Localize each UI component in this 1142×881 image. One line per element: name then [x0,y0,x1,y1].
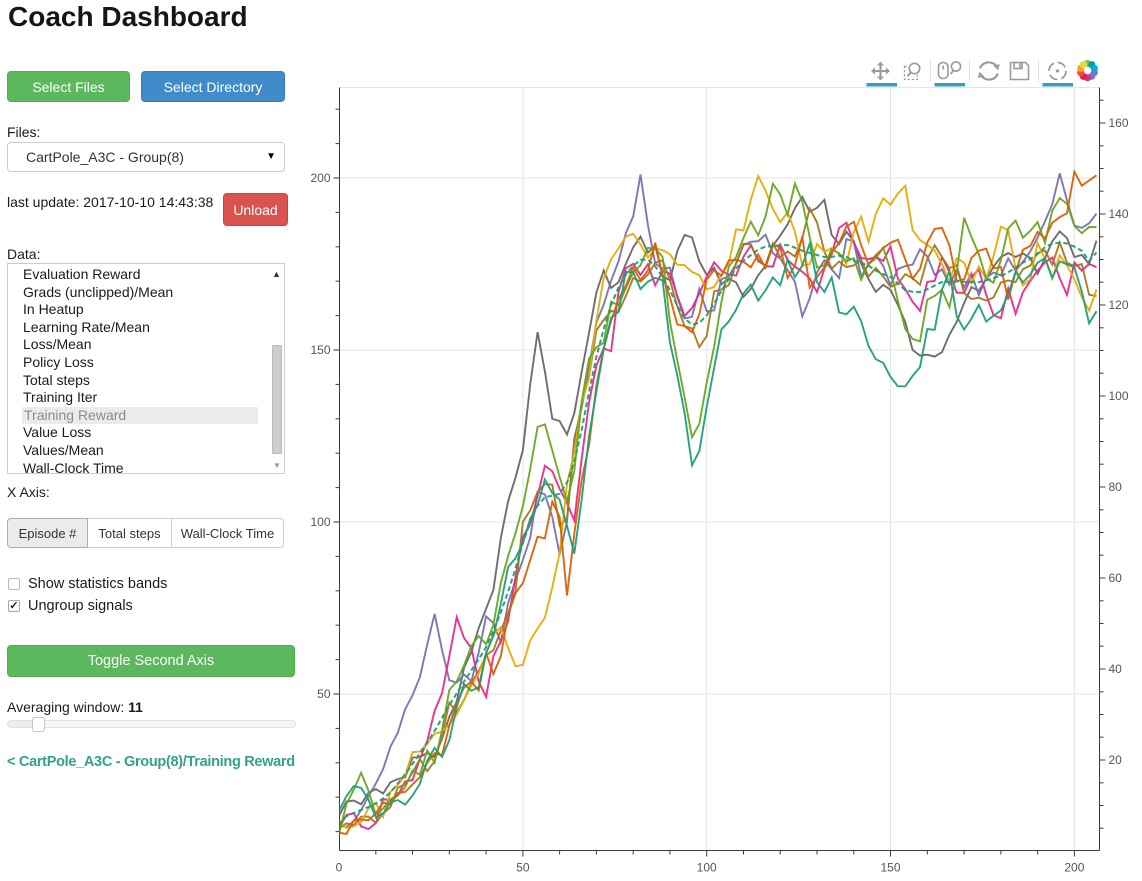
svg-text:0: 0 [336,861,343,875]
svg-text:50: 50 [317,687,331,701]
svg-text:200: 200 [1064,861,1084,875]
svg-text:80: 80 [1109,480,1123,494]
svg-text:160: 160 [1109,116,1129,130]
svg-text:50: 50 [516,861,530,875]
svg-text:100: 100 [1109,389,1129,403]
svg-text:150: 150 [310,343,330,357]
svg-text:100: 100 [310,515,330,529]
svg-text:100: 100 [697,861,717,875]
svg-text:60: 60 [1109,571,1123,585]
svg-text:150: 150 [880,861,900,875]
svg-text:140: 140 [1109,207,1129,221]
svg-text:40: 40 [1109,662,1123,676]
svg-text:20: 20 [1109,753,1123,767]
svg-text:200: 200 [310,171,330,185]
svg-text:120: 120 [1109,298,1129,312]
